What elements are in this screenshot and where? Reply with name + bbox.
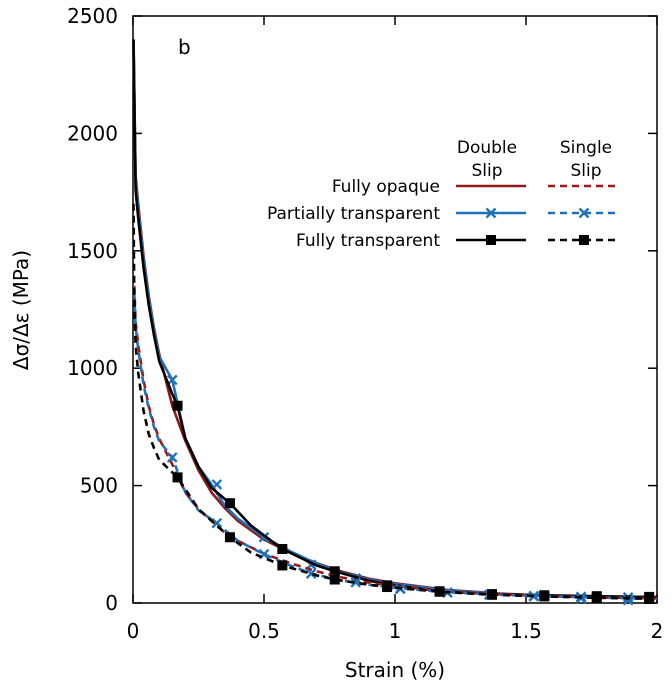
x-marker-stroke	[578, 207, 590, 219]
series-line	[132, 203, 658, 601]
data-point	[277, 560, 288, 571]
data-point	[172, 472, 183, 483]
y-axis-title: Δσ/Δε (MPa)	[9, 250, 33, 370]
x-axis-title: Strain (%)	[345, 658, 445, 682]
y-tick-label: 500	[80, 474, 118, 498]
x-tick-label: 2	[651, 619, 664, 643]
legend-marker	[578, 207, 590, 219]
y-tick-label: 0	[105, 591, 118, 615]
data-point	[166, 452, 178, 463]
series-line	[133, 293, 658, 601]
data-point	[224, 532, 235, 543]
legend-column-header: Slip	[471, 161, 502, 181]
x-marker-stroke	[258, 531, 270, 543]
panel-label: b	[178, 35, 191, 59]
series-3	[133, 285, 658, 600]
legend-label: Fully transparent	[296, 231, 440, 251]
data-point	[486, 589, 497, 600]
data-point	[224, 498, 235, 509]
data-point	[591, 592, 602, 603]
plot-area	[132, 15, 658, 604]
series-line	[132, 39, 658, 600]
data-point	[211, 517, 223, 529]
x-marker-stroke	[166, 374, 178, 386]
series-0	[132, 39, 658, 600]
x-marker-stroke	[305, 568, 317, 579]
data-point	[172, 400, 183, 411]
x-marker-stroke	[485, 207, 497, 219]
x-marker-stroke	[211, 517, 223, 529]
y-tick-label: 1000	[67, 356, 118, 380]
series-line	[132, 39, 658, 599]
series-line	[133, 285, 658, 600]
data-point	[211, 479, 223, 490]
legend-column-header: Slip	[570, 161, 601, 181]
data-point	[166, 374, 178, 386]
x-marker-stroke	[622, 594, 634, 606]
series-4	[133, 293, 658, 606]
series-1	[132, 39, 658, 603]
data-point	[329, 574, 340, 585]
legend-marker	[485, 207, 497, 219]
legend-column-header: Single	[560, 138, 612, 158]
x-marker-stroke	[211, 479, 223, 490]
data-point	[382, 582, 393, 593]
data-point	[329, 566, 340, 577]
axes: 0 0.5 1 1.5 2 0 500 1000 1500 2000 2500	[67, 4, 663, 643]
x-marker-stroke	[350, 576, 362, 588]
series-line	[132, 39, 658, 600]
series-2	[132, 39, 658, 602]
data-point	[644, 594, 655, 605]
x-tick-label: 0.5	[248, 619, 280, 643]
y-tick-label: 2000	[67, 121, 118, 145]
legend-column-header: Double	[457, 138, 517, 158]
legend-marker	[486, 235, 496, 245]
data-point	[277, 543, 288, 554]
legend: Double Slip Single Slip Fully opaque Partiall…	[267, 138, 620, 251]
data-point	[305, 568, 317, 579]
legend-marker	[579, 235, 589, 245]
y-tick-label: 2500	[67, 4, 118, 28]
series-5	[132, 203, 658, 605]
plot-frame	[132, 15, 658, 604]
data-point	[434, 586, 445, 597]
data-point	[350, 576, 362, 588]
x-tick-label: 1	[389, 619, 402, 643]
y-tick-label: 1500	[67, 239, 118, 263]
x-tick-label: 0	[127, 619, 140, 643]
x-tick-label: 1.5	[510, 619, 542, 643]
legend-label: Fully opaque	[332, 177, 440, 197]
legend-label: Partially transparent	[267, 204, 440, 224]
series-layer	[132, 39, 658, 606]
x-marker-stroke	[166, 452, 178, 463]
data-point	[539, 591, 550, 602]
